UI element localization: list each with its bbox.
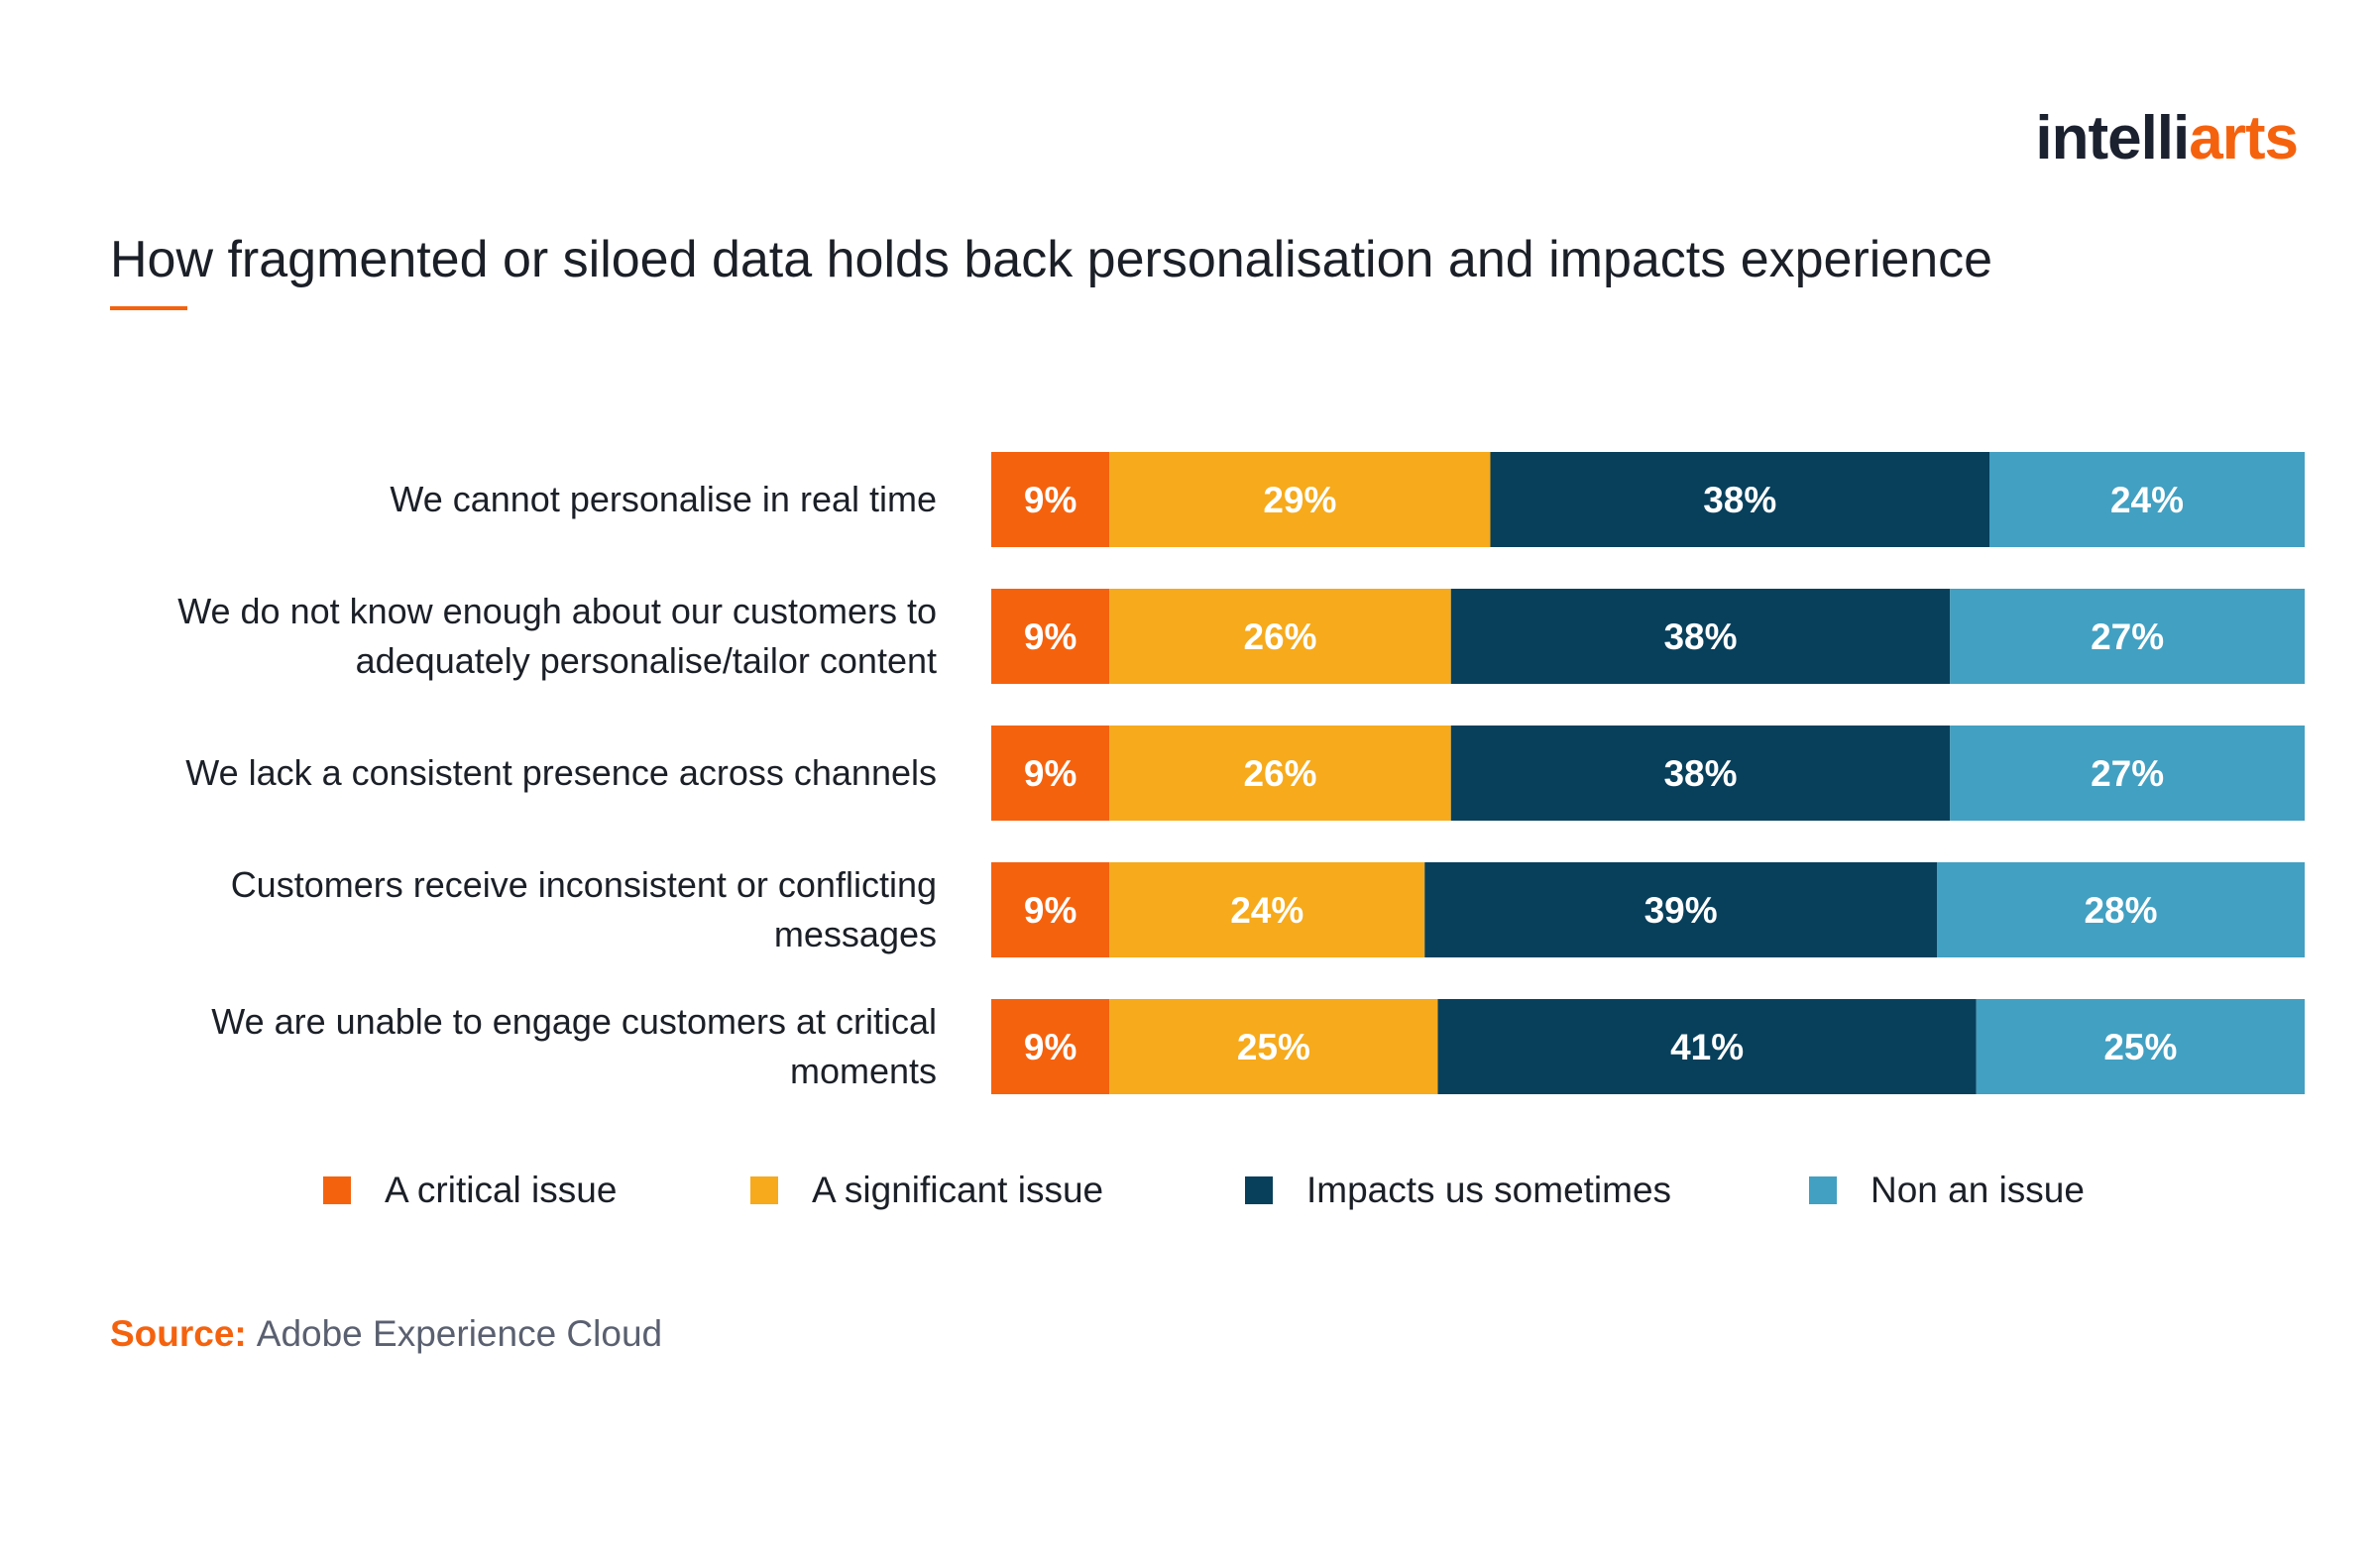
source-text: Adobe Experience Cloud xyxy=(256,1313,663,1354)
data-label: 27% xyxy=(2091,753,2164,794)
data-label: 26% xyxy=(1243,616,1316,657)
legend-item: Impacts us sometimes xyxy=(1245,1170,1671,1211)
bar-segment xyxy=(1950,726,2305,821)
chart-title: How fragmented or siloed data holds back… xyxy=(110,231,1993,288)
title-underline xyxy=(110,306,187,310)
data-label: 28% xyxy=(2084,890,2157,931)
category-label: We lack a consistent presence across cha… xyxy=(185,752,937,793)
legend-label: Non an issue xyxy=(1870,1170,2085,1210)
data-label: 9% xyxy=(1024,616,1077,657)
category-label-line: We lack a consistent presence across cha… xyxy=(185,752,937,793)
data-label: 9% xyxy=(1024,1027,1077,1067)
chart-legend: A critical issue A significant issue Impac… xyxy=(0,1170,2380,1219)
legend-label: Impacts us sometimes xyxy=(1306,1170,1672,1210)
data-label: 24% xyxy=(2110,480,2184,520)
data-label: 27% xyxy=(2091,616,2164,657)
bar-segment xyxy=(1109,452,1491,547)
bar-segment xyxy=(1109,999,1438,1094)
data-label: 9% xyxy=(1024,753,1077,794)
bar-segment xyxy=(1109,862,1425,957)
data-label: 25% xyxy=(1237,1027,1310,1067)
data-label: 26% xyxy=(1243,753,1316,794)
legend-swatch xyxy=(1809,1176,1837,1204)
bar-segment xyxy=(1450,589,1951,684)
category-label-line: We do not know enough about our customer… xyxy=(177,591,937,631)
data-label: 29% xyxy=(1263,480,1336,520)
data-label: 38% xyxy=(1663,616,1737,657)
bar-segment xyxy=(1424,862,1937,957)
legend-swatch xyxy=(750,1176,778,1204)
logo-text-accent: arts xyxy=(2189,104,2299,172)
data-label: 41% xyxy=(1670,1027,1744,1067)
category-label-line: Customers receive inconsistent or confli… xyxy=(231,864,937,905)
category-label: Customers receive inconsistent or confli… xyxy=(231,864,937,954)
bar-segment xyxy=(1989,452,2305,547)
bar-segment xyxy=(1976,999,2305,1094)
data-label: 38% xyxy=(1663,753,1737,794)
bar-segment xyxy=(991,452,1110,547)
logo-text-primary: intelli xyxy=(2035,104,2190,172)
stacked-bar-chart: We cannot personalise in real time 9% 29% 3… xyxy=(177,452,2305,1094)
category-label-line: messages xyxy=(774,914,937,954)
legend-item: A critical issue xyxy=(323,1170,617,1211)
bar-segment xyxy=(991,589,1110,684)
category-label: We do not know enough about our customer… xyxy=(177,591,937,681)
bar-segment xyxy=(1109,726,1451,821)
bar-segment xyxy=(1437,999,1977,1094)
legend-swatch xyxy=(1245,1176,1273,1204)
source-label: Source: xyxy=(110,1313,247,1354)
category-label-line: We are unable to engage customers at cri… xyxy=(211,1001,937,1042)
legend-label: A significant issue xyxy=(812,1170,1104,1210)
bar-segment xyxy=(1937,862,2305,957)
bar-segment xyxy=(991,999,1110,1094)
category-label-line: adequately personalise/tailor content xyxy=(356,640,937,681)
data-label: 39% xyxy=(1644,890,1718,931)
bar-segment xyxy=(991,862,1110,957)
legend-item: Non an issue xyxy=(1809,1170,2085,1211)
data-label: 25% xyxy=(2103,1027,2177,1067)
category-label-line: We cannot personalise in real time xyxy=(390,479,937,519)
legend-item: A significant issue xyxy=(750,1170,1103,1211)
bar-segment xyxy=(991,726,1110,821)
intelliarts-logo: intelliarts xyxy=(2035,103,2299,173)
category-label: We cannot personalise in real time xyxy=(390,479,937,519)
legend-label: A critical issue xyxy=(385,1170,618,1210)
bar-segment xyxy=(1490,452,1989,547)
data-label: 9% xyxy=(1024,890,1077,931)
source-line: Source: Adobe Experience Cloud xyxy=(110,1313,662,1355)
data-label: 38% xyxy=(1703,480,1776,520)
bar-segment xyxy=(1109,589,1451,684)
category-label: We are unable to engage customers at cri… xyxy=(211,1001,937,1091)
data-label: 9% xyxy=(1024,480,1077,520)
bar-segment xyxy=(1950,589,2305,684)
bar-segment xyxy=(1450,726,1951,821)
category-label-line: moments xyxy=(790,1051,937,1091)
legend-swatch xyxy=(323,1176,351,1204)
data-label: 24% xyxy=(1230,890,1303,931)
